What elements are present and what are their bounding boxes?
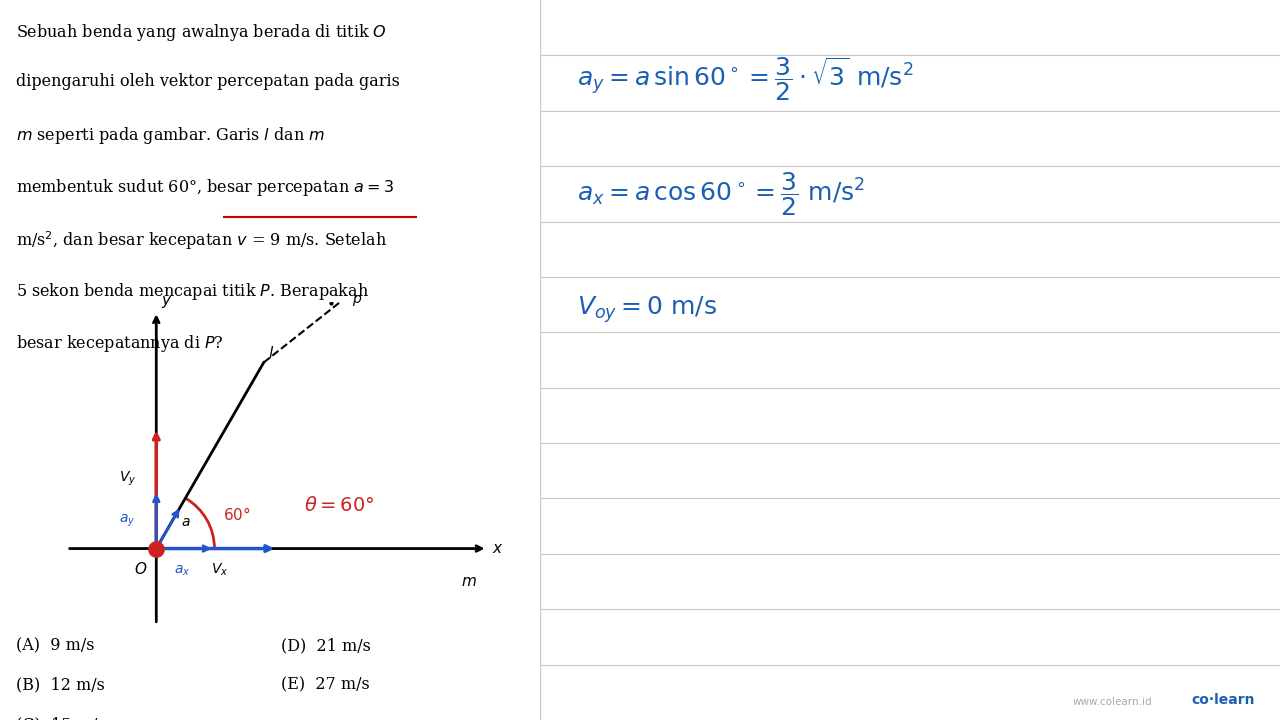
Text: $p$: $p$ [352,293,362,308]
Text: $a_x$: $a_x$ [174,564,191,578]
Text: m/s$^2$, dan besar kecepatan $v$ = 9 m/s. Setelah: m/s$^2$, dan besar kecepatan $v$ = 9 m/s… [17,229,387,252]
Text: (D)  21 m/s: (D) 21 m/s [280,637,371,654]
Text: $l$: $l$ [269,345,274,361]
Text: $a_x = a\,\cos 60^\circ = \dfrac{3}{2}\ \mathrm{m/s^2}$: $a_x = a\,\cos 60^\circ = \dfrac{3}{2}\ … [577,171,865,218]
Text: $V_x$: $V_x$ [211,562,228,578]
Text: $V_y$: $V_y$ [119,470,136,488]
Text: $a_y = a\,\sin 60^\circ = \dfrac{3}{2} \cdot \sqrt{3}\ \mathrm{m/s^2}$: $a_y = a\,\sin 60^\circ = \dfrac{3}{2} \… [577,55,914,103]
Text: $m$ seperti pada gambar. Garis $l$ dan $m$: $m$ seperti pada gambar. Garis $l$ dan $… [17,125,325,146]
Text: $O$: $O$ [134,561,147,577]
Text: $m$: $m$ [461,575,476,590]
Text: 5 sekon benda mencapai titik $P$. Berapakah: 5 sekon benda mencapai titik $P$. Berapa… [17,281,369,302]
Text: (B)  12 m/s: (B) 12 m/s [17,677,105,694]
Text: (A)  9 m/s: (A) 9 m/s [17,637,95,654]
Text: $a_y$: $a_y$ [119,513,136,528]
Text: $x$: $x$ [492,541,503,556]
Text: besar kecepatannya di $P$?: besar kecepatannya di $P$? [17,333,224,354]
Text: $y$: $y$ [161,294,173,310]
Text: membentuk sudut 60°, besar percepatan $a = 3$: membentuk sudut 60°, besar percepatan $a… [17,177,394,198]
Text: $60°$: $60°$ [224,506,251,523]
Text: (C)  15 m/s: (C) 15 m/s [17,716,106,720]
Text: (E)  27 m/s: (E) 27 m/s [280,677,370,694]
Text: co·learn: co·learn [1192,693,1254,707]
Text: $a$: $a$ [182,516,191,529]
Text: $V_{oy} = 0\ \mathrm{m/s}$: $V_{oy} = 0\ \mathrm{m/s}$ [577,294,717,325]
Text: www.colearn.id: www.colearn.id [1073,697,1152,707]
Text: dipengaruhi oleh vektor percepatan pada garis: dipengaruhi oleh vektor percepatan pada … [17,73,401,91]
Text: $\theta = 60°$: $\theta = 60°$ [303,496,375,515]
Text: Sebuah benda yang awalnya berada di titik $O$: Sebuah benda yang awalnya berada di titi… [17,22,387,42]
